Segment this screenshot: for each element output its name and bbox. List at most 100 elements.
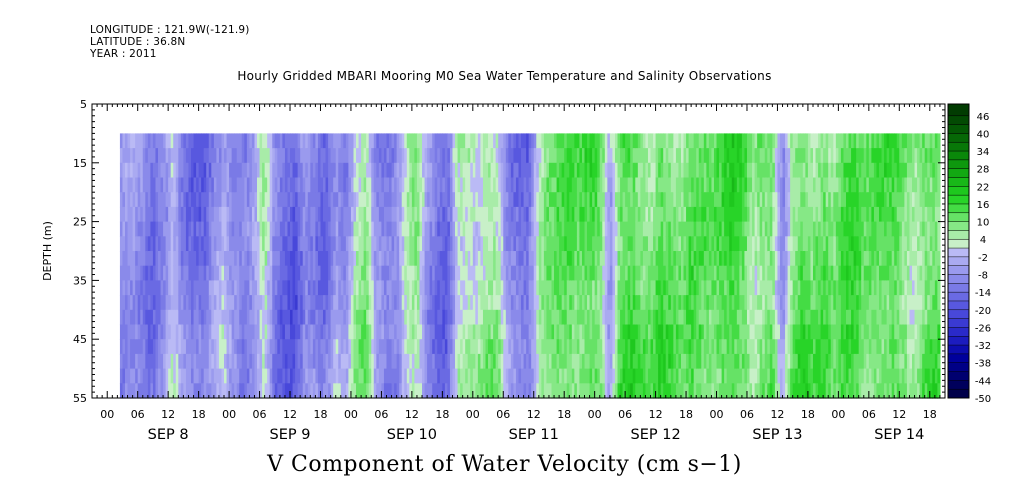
- heatmap-cell: [726, 309, 730, 326]
- heatmap-cell: [330, 206, 334, 223]
- heatmap-cell: [277, 280, 281, 296]
- heatmap-cell: [566, 133, 570, 149]
- heatmap-cell: [592, 265, 596, 281]
- heatmap-cell: [569, 280, 573, 296]
- heatmap-cell: [206, 177, 210, 193]
- heatmap-cell: [528, 206, 532, 223]
- heatmap-cell: [122, 265, 126, 281]
- heatmap-cell: [119, 206, 124, 223]
- heatmap-cell: [642, 309, 647, 326]
- heatmap-cell: [493, 148, 497, 164]
- heatmap-cell: [744, 221, 748, 237]
- heatmap-cell: [208, 148, 212, 164]
- heatmap-cell: [216, 162, 220, 179]
- heatmap-cell: [206, 339, 210, 355]
- heatmap-cell: [353, 177, 357, 193]
- heatmap-cell: [345, 133, 350, 149]
- heatmap-cell: [632, 368, 636, 384]
- heatmap-cell: [696, 192, 700, 208]
- heatmap-cell: [317, 162, 322, 179]
- heatmap-cell: [777, 251, 781, 267]
- heatmap-cell: [741, 177, 746, 193]
- heatmap-cell: [658, 206, 662, 223]
- heatmap-cell: [345, 162, 350, 179]
- heatmap-cell: [178, 221, 182, 237]
- heatmap-cell: [581, 368, 586, 384]
- heatmap-cell: [475, 221, 479, 237]
- heatmap-cell: [218, 236, 223, 252]
- heatmap-cell: [779, 339, 784, 355]
- heatmap-cell: [434, 339, 438, 355]
- heatmap-cell: [307, 192, 311, 208]
- heatmap-cell: [482, 339, 487, 355]
- heatmap-cell: [272, 192, 276, 208]
- heatmap-cell: [432, 295, 436, 311]
- heatmap-cell: [317, 133, 322, 149]
- heatmap-cell: [292, 353, 296, 370]
- heatmap-cell: [424, 251, 428, 267]
- heatmap-cell: [708, 133, 713, 149]
- heatmap-cell: [762, 280, 766, 296]
- heatmap-cell: [193, 177, 197, 193]
- heatmap-cell: [206, 295, 210, 311]
- heatmap-cell: [348, 236, 352, 252]
- heatmap-cell: [686, 368, 690, 384]
- heatmap-cell: [447, 368, 451, 384]
- heatmap-cell: [249, 295, 253, 311]
- heatmap-cell: [779, 280, 784, 296]
- heatmap-cell: [787, 221, 791, 237]
- heatmap-cell: [729, 324, 733, 340]
- heatmap-cell: [678, 295, 682, 311]
- heatmap-cell: [211, 192, 215, 208]
- heatmap-cell: [213, 236, 217, 252]
- heatmap-cell: [307, 148, 311, 164]
- heatmap-cell: [548, 192, 553, 208]
- heatmap-cell: [779, 162, 784, 179]
- heatmap-cell: [726, 265, 730, 281]
- heatmap-cell: [439, 162, 443, 179]
- heatmap-cell: [251, 162, 256, 179]
- heatmap-cell: [353, 236, 357, 252]
- heatmap-cell: [726, 236, 730, 252]
- heatmap-cell: [312, 251, 317, 267]
- heatmap-cell: [353, 383, 357, 399]
- heatmap-cell: [251, 295, 256, 311]
- heatmap-cell: [678, 339, 682, 355]
- heatmap-cell: [307, 309, 311, 326]
- heatmap-cell: [744, 295, 748, 311]
- heatmap-cell: [650, 353, 654, 370]
- heatmap-cell: [559, 280, 563, 296]
- heatmap-cell: [536, 353, 540, 370]
- heatmap-cell: [371, 353, 375, 370]
- heatmap-cell: [779, 295, 784, 311]
- heatmap-cell: [295, 383, 299, 399]
- heatmap-cell: [508, 251, 512, 267]
- heatmap-cell: [554, 133, 558, 149]
- heatmap-cell: [287, 133, 291, 149]
- heatmap-cell: [724, 206, 728, 223]
- heatmap-cell: [777, 368, 781, 384]
- heatmap-cell: [389, 324, 393, 340]
- heatmap-cell: [343, 368, 347, 384]
- heatmap-cell: [597, 162, 601, 179]
- heatmap-cell: [790, 368, 794, 384]
- heatmap-cell: [787, 265, 791, 281]
- heatmap-cell: [414, 339, 418, 355]
- heatmap-cell: [493, 236, 497, 252]
- heatmap-cell: [653, 251, 657, 267]
- heatmap-cell: [533, 353, 537, 370]
- heatmap-cell: [165, 251, 169, 267]
- heatmap-cell: [239, 309, 243, 326]
- heatmap-cell: [541, 177, 545, 193]
- heatmap-cell: [439, 221, 443, 237]
- heatmap-cell: [792, 162, 796, 179]
- heatmap-cell: [604, 265, 608, 281]
- heatmap-cell: [221, 236, 225, 252]
- heatmap-cell: [251, 324, 256, 340]
- heatmap-cell: [759, 295, 763, 311]
- heatmap-cell: [251, 265, 256, 281]
- heatmap-cell: [267, 251, 271, 267]
- heatmap-cell: [571, 353, 575, 370]
- heatmap-cell: [533, 383, 537, 399]
- heatmap-cell: [716, 251, 720, 267]
